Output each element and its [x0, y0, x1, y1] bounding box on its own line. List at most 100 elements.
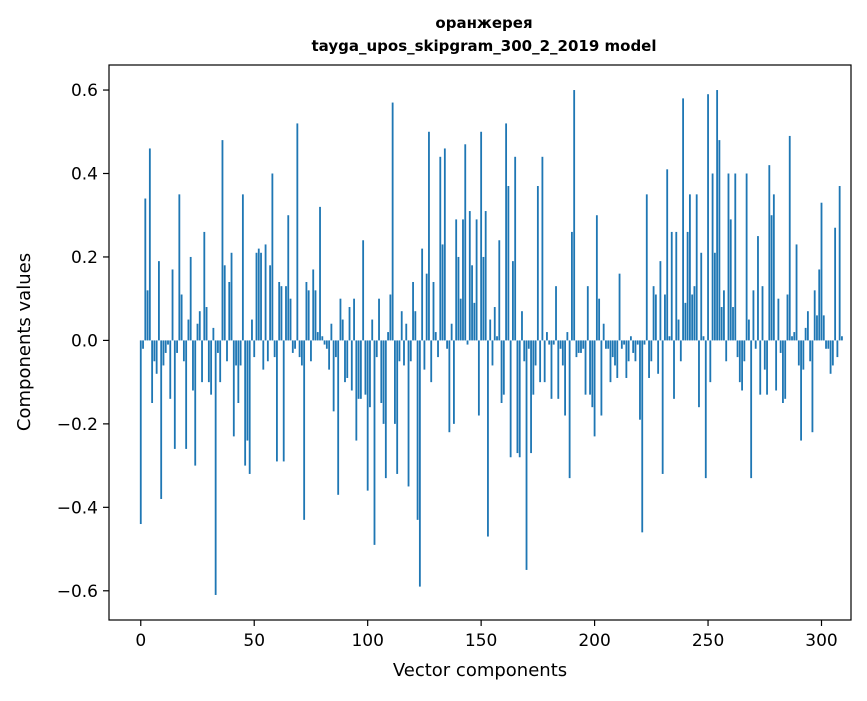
bar: [378, 298, 380, 341]
y-axis-label: Components values: [14, 253, 35, 431]
bar: [711, 173, 714, 341]
bar: [625, 340, 628, 378]
bar: [246, 340, 249, 441]
bar: [151, 340, 154, 403]
bar: [448, 340, 451, 433]
bar: [185, 340, 188, 449]
bar: [139, 340, 142, 525]
bar: [384, 340, 387, 479]
bar: [777, 298, 780, 341]
bar: [534, 340, 537, 366]
bar: [407, 340, 410, 487]
bar: [346, 340, 349, 378]
bar: [736, 340, 739, 358]
bar: [241, 194, 244, 341]
bar: [405, 323, 408, 341]
bar: [679, 340, 682, 362]
bar: [582, 340, 585, 349]
bar: [521, 311, 523, 341]
bar: [437, 340, 439, 358]
bar: [718, 140, 721, 341]
bar: [239, 340, 242, 366]
bar: [645, 194, 648, 341]
bar: [523, 340, 526, 362]
bar: [482, 256, 485, 341]
y-tick-label: −0.4: [57, 498, 98, 518]
bar: [723, 290, 725, 341]
y-tick-label: 0.2: [71, 248, 98, 268]
bar: [187, 319, 190, 341]
bar: [253, 340, 256, 358]
bar: [257, 248, 260, 341]
bar: [330, 323, 333, 341]
bar: [273, 340, 276, 358]
bar: [684, 302, 687, 341]
bar: [559, 340, 562, 349]
plot-frame: [108, 64, 852, 621]
bar: [502, 340, 505, 395]
bar: [564, 340, 566, 416]
bar: [788, 135, 791, 341]
bar: [160, 340, 163, 499]
bar: [772, 194, 775, 341]
bar: [539, 340, 542, 383]
bar: [836, 340, 839, 358]
bar: [682, 98, 684, 341]
bar: [366, 340, 369, 491]
bar: [732, 307, 734, 341]
bar: [639, 340, 641, 420]
bar: [766, 340, 768, 395]
bar: [221, 140, 224, 341]
x-tick-label: 200: [578, 631, 610, 651]
bar: [609, 340, 612, 383]
bar: [434, 332, 437, 341]
bar: [561, 340, 564, 366]
bar: [471, 265, 473, 341]
bar: [210, 340, 213, 395]
bar: [541, 156, 544, 341]
bar: [589, 340, 591, 395]
bar: [173, 340, 176, 449]
bar: [394, 340, 396, 424]
bar: [532, 340, 535, 395]
bar: [595, 215, 598, 341]
bar: [430, 340, 433, 383]
bar: [782, 340, 784, 403]
bar: [192, 340, 194, 391]
bar: [709, 340, 712, 383]
bar: [557, 340, 560, 399]
bar: [409, 340, 412, 362]
bar: [598, 298, 601, 341]
bar: [629, 336, 632, 341]
bar: [691, 294, 694, 341]
bar: [666, 169, 669, 341]
bar: [403, 340, 405, 366]
bar: [632, 340, 635, 353]
bar: [493, 307, 496, 341]
bar: [443, 148, 446, 341]
bar: [648, 340, 650, 378]
bar: [727, 173, 730, 341]
bar: [673, 340, 675, 399]
bar: [614, 340, 616, 366]
bar: [827, 340, 830, 349]
bar: [457, 256, 460, 341]
bar: [260, 252, 262, 341]
bar: [144, 198, 147, 341]
bar: [577, 340, 580, 353]
bar: [627, 340, 630, 362]
bar: [428, 131, 430, 341]
bar: [398, 340, 401, 362]
bar: [414, 311, 417, 341]
bar: [307, 290, 310, 341]
bar: [477, 340, 480, 416]
bar: [226, 340, 228, 362]
bar: [321, 336, 324, 341]
bar: [804, 327, 807, 341]
bar: [228, 281, 231, 341]
bar: [473, 302, 476, 341]
bar: [464, 144, 467, 341]
bar: [593, 340, 596, 437]
bar: [432, 281, 435, 341]
